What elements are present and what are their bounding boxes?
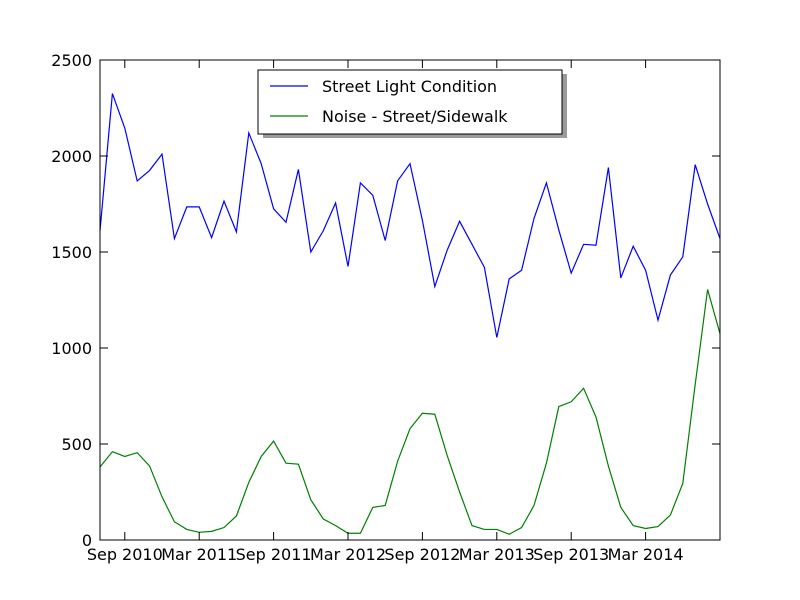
y-tick-label: 1500 <box>51 243 92 262</box>
y-tick-label: 500 <box>61 435 92 454</box>
legend-label-street-light: Street Light Condition <box>322 77 497 96</box>
x-tick-label: Mar 2011 <box>161 545 237 564</box>
series-line-noise-street-sidewalk <box>99 289 721 535</box>
y-tick-label: 1000 <box>51 339 92 358</box>
series-layer <box>99 93 721 535</box>
series-line-street-light-condition <box>99 93 721 338</box>
y-tick-label: 2000 <box>51 147 92 166</box>
y-tick-label: 2500 <box>51 51 92 70</box>
x-tick-label: Mar 2012 <box>310 545 386 564</box>
x-tick-label: Sep 2010 <box>87 545 163 564</box>
y-tick-label: 0 <box>82 531 92 550</box>
legend-label-noise: Noise - Street/Sidewalk <box>322 107 508 126</box>
x-tick-label: Sep 2011 <box>236 545 312 564</box>
x-tick-label: Sep 2013 <box>533 545 609 564</box>
plot-frame <box>99 59 721 541</box>
legend: Street Light Condition Noise - Street/Si… <box>257 69 567 138</box>
x-tick-label: Mar 2014 <box>608 545 684 564</box>
x-tick-label: Sep 2012 <box>384 545 460 564</box>
x-tick-label: Mar 2013 <box>459 545 535 564</box>
